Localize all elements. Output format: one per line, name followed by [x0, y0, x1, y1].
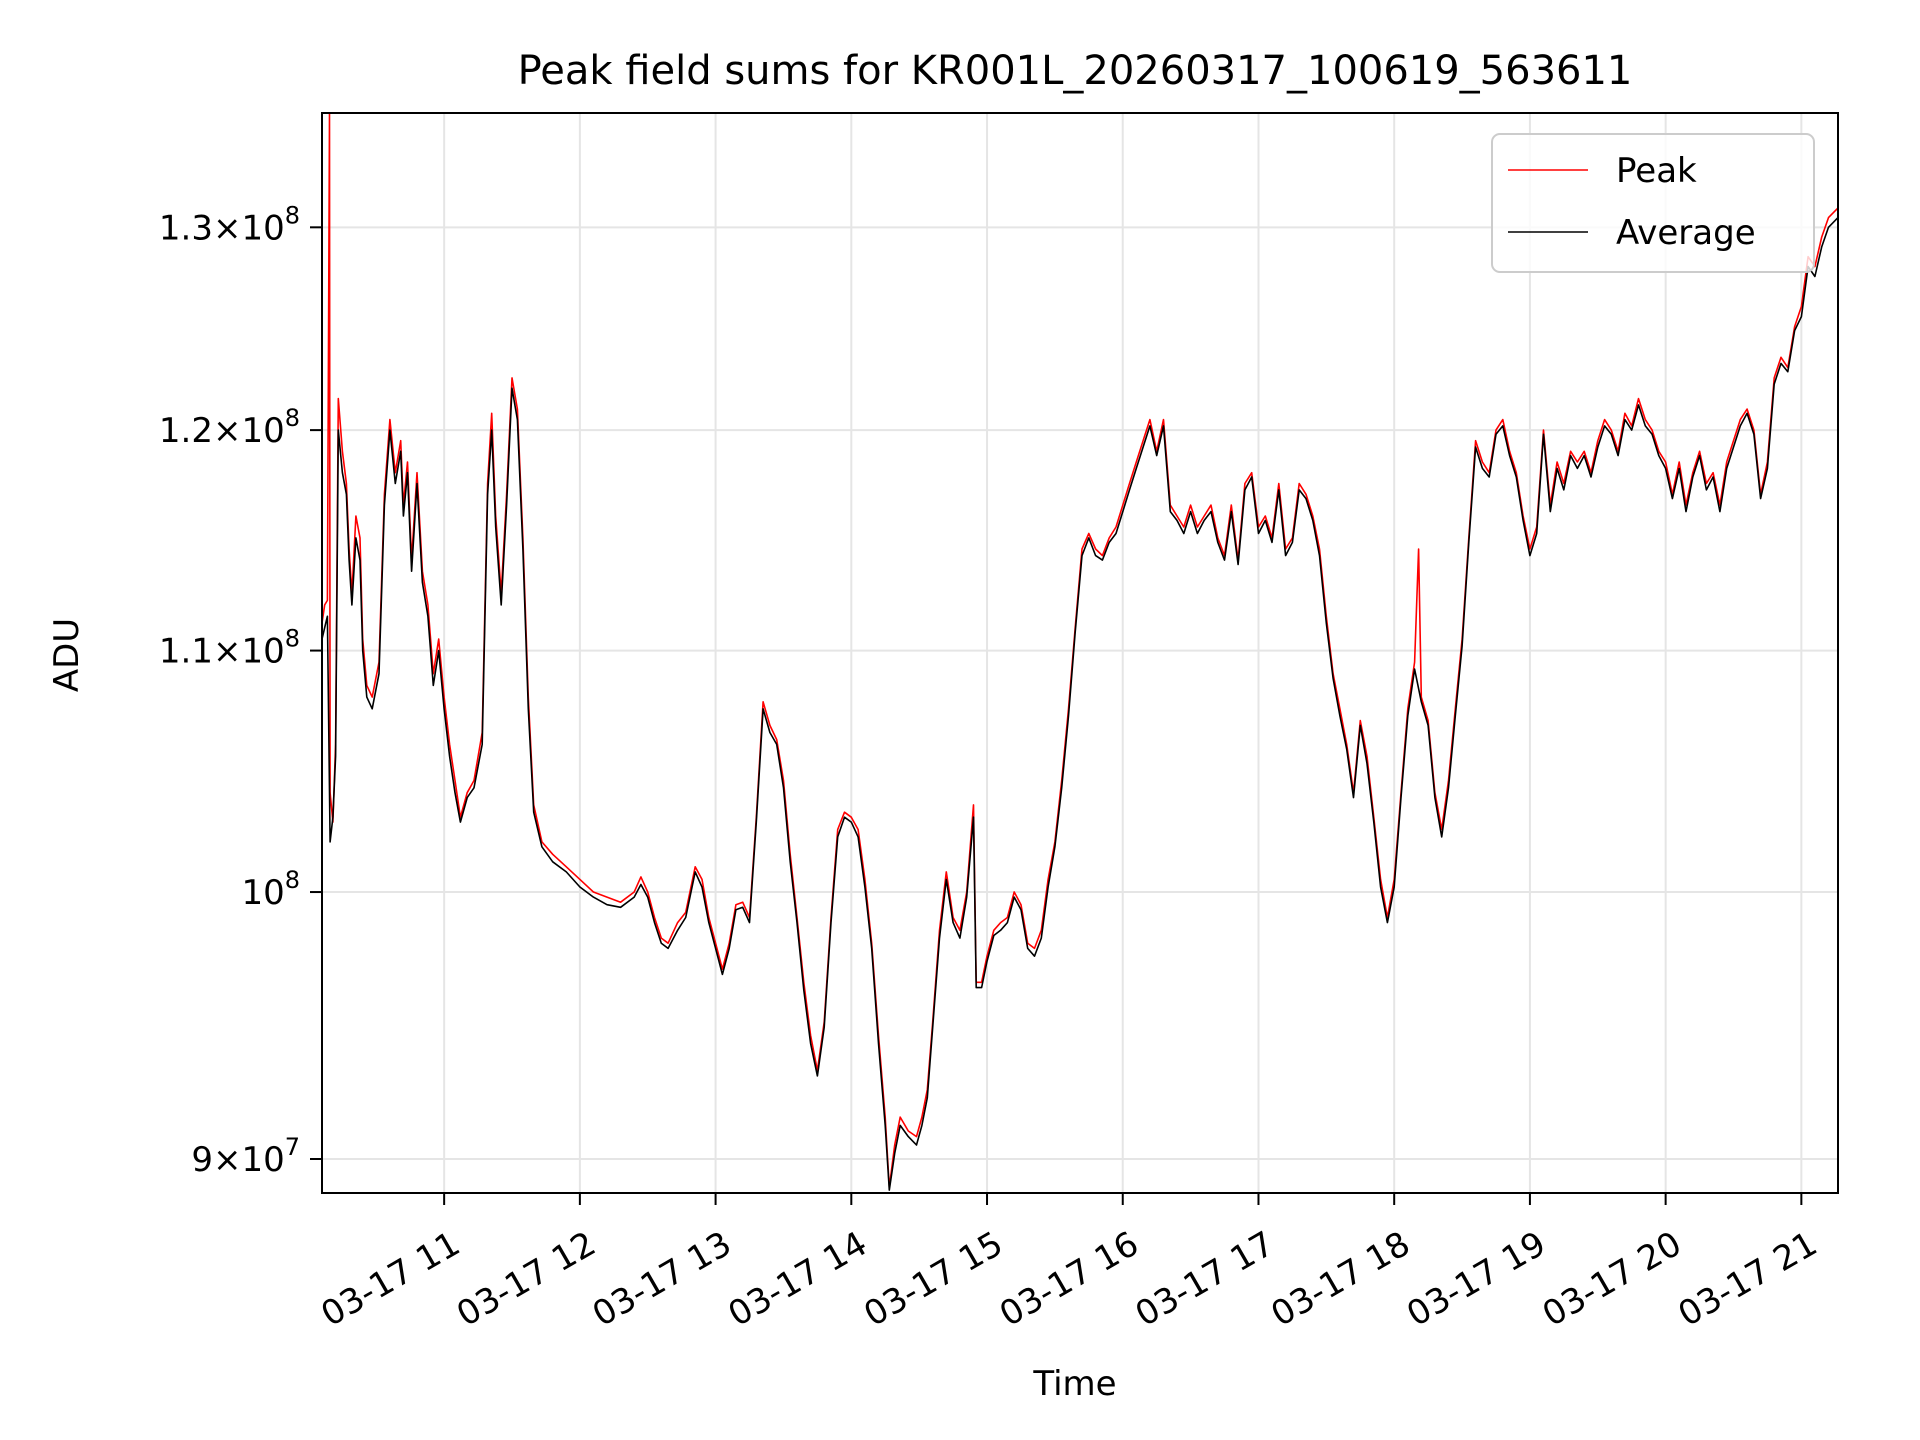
axes-frame [321, 112, 1839, 1194]
y-axis-ticks: 9×107 108 1.1×108 1.2×108 1.3×108 [159, 201, 322, 1180]
y-tick-label: 108 [241, 866, 300, 913]
legend-peak-label: Peak [1616, 151, 1697, 191]
y-tick-label: 9×107 [191, 1133, 300, 1180]
y-axis-label: ADU [47, 618, 87, 692]
chart-title: Peak field sums for KR001L_20260317_1006… [518, 48, 1633, 94]
y-tick-label: 1.1×108 [159, 625, 300, 672]
legend-box [1491, 133, 1815, 273]
plot-series [321, 112, 1839, 1191]
legend: Peak Average [1491, 133, 1815, 273]
legend-average-label: Average [1616, 213, 1756, 253]
grid-lines [322, 113, 1838, 1193]
series-line-average [321, 217, 1839, 1191]
x-axis-label: Time [1032, 1364, 1116, 1404]
y-tick-label: 1.2×108 [159, 404, 300, 451]
y-tick-label: 1.3×108 [159, 201, 300, 248]
